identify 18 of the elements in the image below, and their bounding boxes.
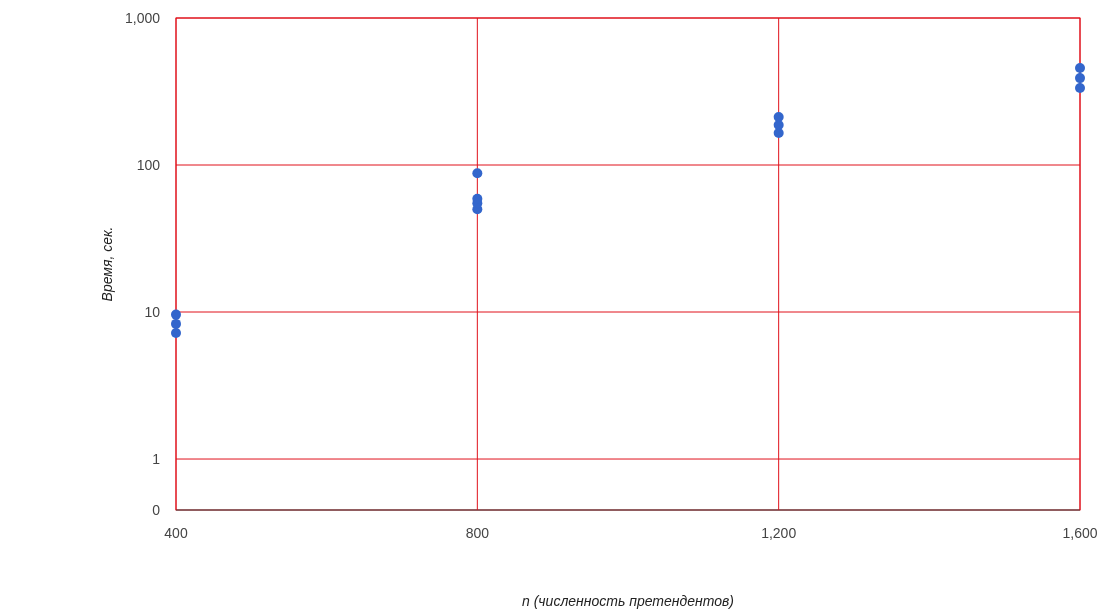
point xyxy=(171,318,181,329)
point xyxy=(1075,83,1085,94)
point xyxy=(472,168,483,179)
y-tick-label: 0 xyxy=(152,501,161,518)
point xyxy=(1075,73,1085,84)
x-axis-title: n (численность претендентов) xyxy=(522,593,734,609)
y-tick-label: 1 xyxy=(152,450,161,467)
x-tick-label: 800 xyxy=(465,525,490,541)
x-tick-label: 1,200 xyxy=(761,525,797,541)
point xyxy=(1075,62,1085,73)
y-tick-label: 100 xyxy=(136,156,161,173)
x-tick-label: 400 xyxy=(164,525,188,541)
x-tick-label: 1,600 xyxy=(1062,525,1098,541)
point xyxy=(171,327,181,338)
point xyxy=(171,309,181,320)
y-tick-label: 1,000 xyxy=(124,9,161,26)
y-axis-title: Время, сек. xyxy=(99,226,115,302)
y-tick-label: 10 xyxy=(144,303,161,320)
